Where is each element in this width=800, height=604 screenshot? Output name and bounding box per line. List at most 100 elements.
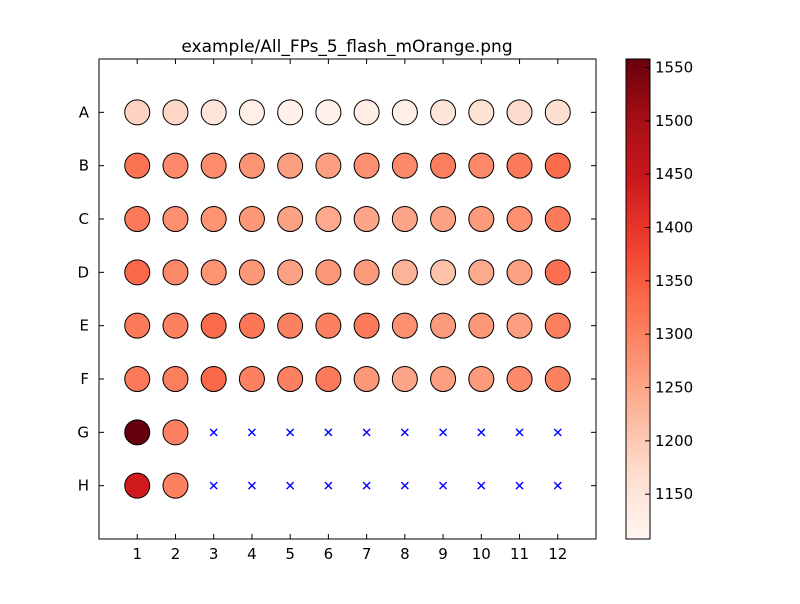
well-circle — [391, 99, 418, 126]
well-circle — [506, 259, 533, 286]
x-tick-label: 4 — [247, 545, 257, 563]
well-circle — [277, 152, 304, 179]
well-circle — [430, 152, 457, 179]
y-tick-label: F — [80, 370, 89, 388]
well-circle — [430, 99, 457, 126]
missing-well-marker — [400, 428, 409, 437]
well-circle — [315, 152, 342, 179]
colorbar-tick-label: 1550 — [655, 59, 693, 77]
y-tick-label: D — [77, 263, 89, 281]
well-circle — [124, 99, 151, 126]
y-tick-label: E — [80, 317, 89, 335]
well-circle — [506, 152, 533, 179]
well-circle — [391, 206, 418, 232]
y-tick-label: B — [79, 157, 89, 175]
well-circle — [506, 366, 533, 392]
well-circle — [200, 312, 227, 339]
well-circle — [162, 366, 189, 392]
x-tick-label: 11 — [510, 545, 529, 563]
missing-well-marker — [477, 428, 486, 437]
colorbar-ticks: 1150 1200 1250 1300 1350 1400 1450 1500 1550 — [645, 59, 693, 503]
x-tick-label: 1 — [132, 545, 142, 563]
well-circle — [162, 152, 189, 179]
well-circle — [468, 259, 495, 286]
y-tick-label: H — [78, 477, 89, 495]
missing-well-marker — [324, 481, 333, 490]
well-circle — [124, 152, 151, 179]
x-tick-label: 12 — [548, 545, 567, 563]
well-circle — [544, 259, 571, 286]
well-circle — [238, 206, 265, 232]
well-circle — [162, 312, 189, 339]
missing-well-marker — [515, 481, 524, 490]
missing-well-marker — [209, 481, 218, 490]
missing-well-marker — [553, 428, 562, 437]
plot-area — [98, 58, 597, 540]
chart-title: example/All_FPs_5_flash_mOrange.png — [181, 37, 512, 57]
colorbar-tick-label: 1300 — [655, 325, 693, 343]
missing-well-marker — [362, 428, 371, 437]
well-circle — [468, 312, 495, 339]
well-circle — [277, 206, 304, 232]
missing-well-marker — [477, 481, 486, 490]
well-circle — [468, 99, 495, 126]
well-circle — [162, 419, 189, 446]
y-tick-label: C — [79, 210, 89, 228]
well-circle — [506, 99, 533, 126]
well-circle — [200, 206, 227, 232]
well-circle — [200, 259, 227, 286]
colorbar-tick-label: 1500 — [655, 112, 693, 130]
y-tick-label: G — [77, 423, 89, 441]
well-circle — [353, 259, 380, 286]
well-circle — [544, 206, 571, 232]
well-circle — [391, 366, 418, 392]
colorbar-tick-label: 1200 — [655, 432, 693, 450]
x-tick-label: 6 — [324, 545, 334, 563]
well-circle — [544, 99, 571, 126]
missing-well-marker — [400, 481, 409, 490]
well-circle — [162, 99, 189, 126]
well-circle — [506, 312, 533, 339]
colorbar-tick-label: 1400 — [655, 219, 693, 237]
well-circle — [238, 99, 265, 126]
x-tick-label: 3 — [209, 545, 219, 563]
well-circle — [353, 366, 380, 392]
well-circle — [124, 312, 151, 339]
missing-well-marker — [439, 481, 448, 490]
well-circle — [315, 366, 342, 392]
well-circle — [238, 152, 265, 179]
well-circle — [124, 472, 151, 499]
well-circle — [238, 312, 265, 339]
well-circle — [353, 99, 380, 126]
well-circle — [468, 366, 495, 392]
well-circle — [277, 366, 304, 392]
well-circle — [277, 99, 304, 126]
well-circle — [238, 366, 265, 392]
colorbar-tick-label: 1350 — [655, 272, 693, 290]
well-marks — [124, 99, 571, 499]
missing-well-marker — [247, 428, 256, 437]
well-circle — [468, 152, 495, 179]
colorbar-tick-label: 1150 — [655, 485, 693, 503]
well-circle — [162, 472, 189, 499]
well-circle — [315, 312, 342, 339]
well-circle — [544, 312, 571, 339]
well-circle — [391, 312, 418, 339]
x-tick-label: 2 — [171, 545, 181, 563]
missing-well-marker — [515, 428, 524, 437]
missing-well-marker — [286, 428, 295, 437]
well-circle — [353, 152, 380, 179]
well-circle — [124, 419, 151, 446]
well-circle — [544, 152, 571, 179]
well-circle — [277, 312, 304, 339]
well-circle — [468, 206, 495, 232]
well-circle — [200, 152, 227, 179]
missing-well-marker — [209, 428, 218, 437]
well-circle — [353, 206, 380, 232]
well-circle — [315, 206, 342, 232]
well-circle — [315, 259, 342, 286]
missing-well-marker — [286, 481, 295, 490]
